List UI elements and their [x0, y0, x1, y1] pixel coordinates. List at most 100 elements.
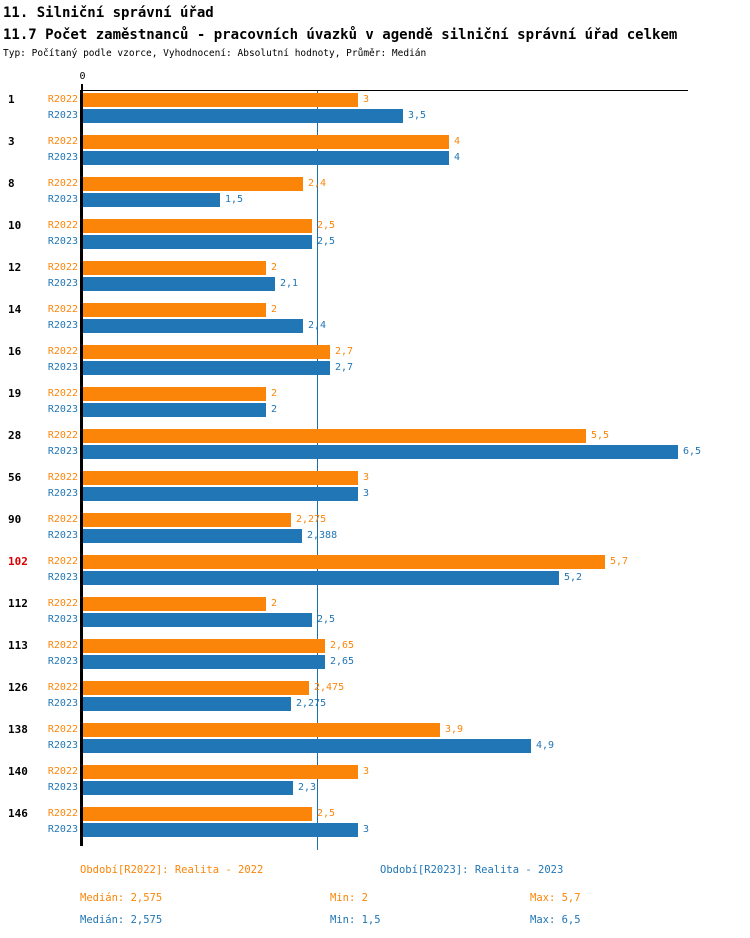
x-axis-zero-tick-label: 0: [79, 71, 86, 82]
series-label-r2023: R2023: [47, 740, 78, 751]
value-label-r2022: 2,5: [317, 808, 336, 819]
value-label-r2022: 2: [271, 388, 278, 399]
bar-r2022: [83, 555, 605, 569]
category-label: 1: [8, 93, 15, 106]
series-label-r2023: R2023: [47, 110, 78, 121]
bar-r2022: [83, 345, 330, 359]
value-label-r2023: 4,9: [536, 740, 555, 751]
legend-item-r2023: Období[R2023]: Realita - 2023: [380, 864, 564, 876]
value-label-r2023: 2,275: [296, 698, 327, 709]
series-label-r2022: R2022: [47, 682, 78, 693]
series-label-r2023: R2023: [47, 446, 78, 457]
series-label-r2022: R2022: [47, 598, 78, 609]
bar-r2023: [83, 319, 303, 333]
value-label-r2023: 2,5: [317, 236, 336, 247]
category-label: 113: [8, 639, 28, 652]
series-label-r2022: R2022: [47, 262, 78, 273]
category-label: 3: [8, 135, 15, 148]
bar-r2022: [83, 135, 449, 149]
bar-r2023: [83, 697, 291, 711]
bar-r2022: [83, 513, 291, 527]
bar-r2023: [83, 403, 266, 417]
value-label-r2022: 2,7: [335, 346, 354, 357]
series-label-r2023: R2023: [47, 530, 78, 541]
bar-r2022: [83, 261, 266, 275]
value-label-r2023: 6,5: [683, 446, 702, 457]
series-label-r2022: R2022: [47, 220, 78, 231]
series-label-r2023: R2023: [47, 782, 78, 793]
category-label: 10: [8, 219, 22, 232]
category-label: 28: [8, 429, 22, 442]
series-label-r2023: R2023: [47, 488, 78, 499]
category-label: 102: [8, 555, 28, 568]
value-label-r2022: 2,5: [317, 220, 336, 231]
value-label-r2022: 3: [363, 766, 370, 777]
series-label-r2023: R2023: [47, 194, 78, 205]
series-label-r2023: R2023: [47, 614, 78, 625]
stat-min-r2023: Min: 1,5: [330, 914, 381, 926]
value-label-r2023: 2,3: [298, 782, 317, 793]
value-label-r2023: 2,65: [330, 656, 355, 667]
value-label-r2022: 3,9: [445, 724, 464, 735]
bar-r2023: [83, 739, 531, 753]
series-label-r2023: R2023: [47, 698, 78, 709]
series-label-r2023: R2023: [47, 656, 78, 667]
value-label-r2022: 3: [363, 472, 370, 483]
bar-r2023: [83, 193, 220, 207]
category-label: 140: [8, 765, 28, 778]
x-axis-line: [80, 90, 688, 91]
bar-r2022: [83, 429, 586, 443]
series-label-r2023: R2023: [47, 572, 78, 583]
value-label-r2023: 2: [271, 404, 278, 415]
bar-r2023: [83, 823, 358, 837]
median-reference-line: [317, 91, 318, 850]
bar-r2022: [83, 723, 440, 737]
bar-r2023: [83, 613, 312, 627]
value-label-r2022: 4: [454, 136, 461, 147]
category-label: 56: [8, 471, 22, 484]
bar-r2022: [83, 219, 312, 233]
series-label-r2022: R2022: [47, 94, 78, 105]
value-label-r2023: 2,7: [335, 362, 354, 373]
category-label: 19: [8, 387, 22, 400]
series-label-r2022: R2022: [47, 808, 78, 819]
stat-min-r2022: Min: 2: [330, 892, 368, 904]
category-label: 8: [8, 177, 15, 190]
chart-meta-line: Typ: Počítaný podle vzorce, Vyhodnocení:…: [3, 48, 427, 59]
series-label-r2022: R2022: [47, 556, 78, 567]
series-label-r2022: R2022: [47, 430, 78, 441]
bar-r2023: [83, 109, 403, 123]
value-label-r2022: 2: [271, 262, 278, 273]
value-label-r2022: 2,275: [296, 514, 327, 525]
bar-r2022: [83, 471, 358, 485]
category-label: 90: [8, 513, 22, 526]
value-label-r2023: 3: [363, 824, 370, 835]
bar-r2023: [83, 361, 330, 375]
series-label-r2023: R2023: [47, 362, 78, 373]
bar-r2022: [83, 93, 358, 107]
series-label-r2022: R2022: [47, 346, 78, 357]
value-label-r2022: 2,65: [330, 640, 355, 651]
series-label-r2022: R2022: [47, 472, 78, 483]
value-label-r2023: 2,388: [307, 530, 338, 541]
legend-item-r2022: Období[R2022]: Realita - 2022: [80, 864, 264, 876]
bar-r2023: [83, 235, 312, 249]
value-label-r2023: 2,5: [317, 614, 336, 625]
x-axis-zero-tick: [81, 84, 83, 91]
stat-max-r2023: Max: 6,5: [530, 914, 581, 926]
category-label: 112: [8, 597, 28, 610]
category-label: 14: [8, 303, 22, 316]
series-label-r2023: R2023: [47, 236, 78, 247]
category-label: 138: [8, 723, 28, 736]
value-label-r2023: 2,1: [280, 278, 299, 289]
value-label-r2022: 2: [271, 304, 278, 315]
value-label-r2023: 3: [363, 488, 370, 499]
value-label-r2022: 2,475: [314, 682, 345, 693]
bar-r2022: [83, 765, 358, 779]
value-label-r2022: 2: [271, 598, 278, 609]
series-label-r2022: R2022: [47, 724, 78, 735]
value-label-r2023: 1,5: [225, 194, 244, 205]
series-label-r2022: R2022: [47, 304, 78, 315]
bar-r2023: [83, 655, 325, 669]
